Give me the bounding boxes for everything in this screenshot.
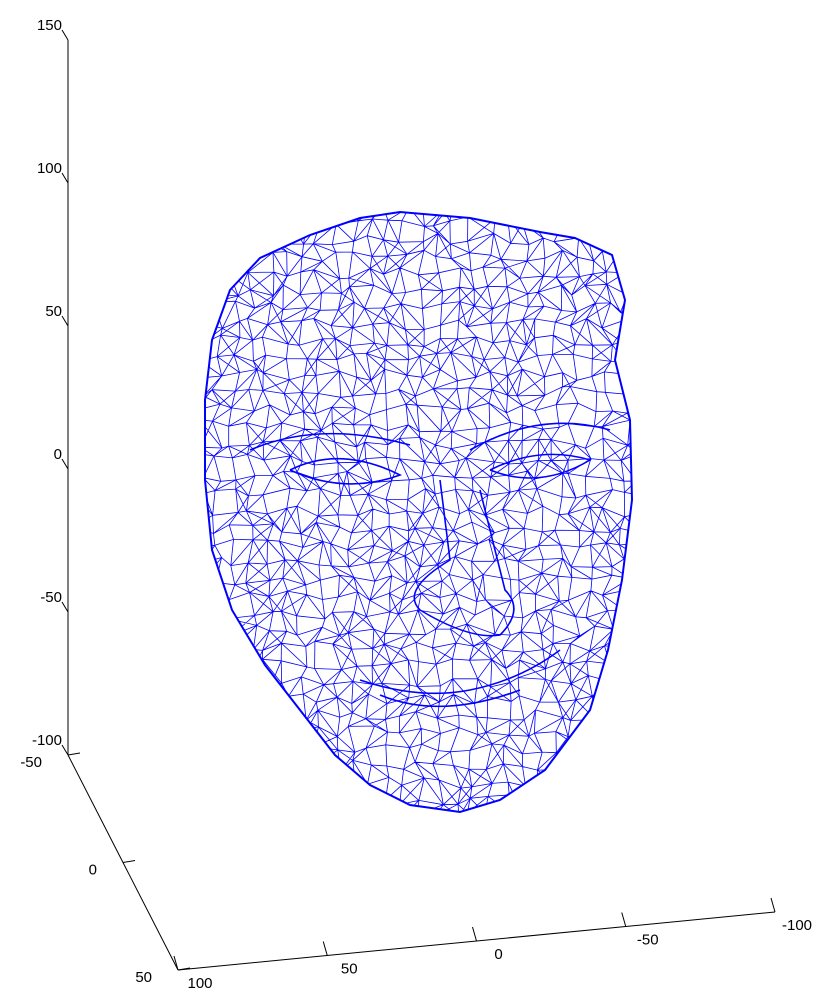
face-mesh <box>194 200 648 840</box>
x-tick <box>473 927 477 941</box>
face-mesh-group <box>194 200 648 840</box>
z-tick-label: 50 <box>45 303 62 320</box>
x-tick-label: -100 <box>782 917 812 934</box>
x-tick-label: 50 <box>341 960 358 977</box>
z-tick-label: -50 <box>40 589 62 606</box>
x-tick <box>323 942 327 956</box>
y-tick-label: -50 <box>20 754 42 771</box>
y-tick-label: 50 <box>135 969 152 986</box>
x-tick-label: 0 <box>494 946 502 963</box>
x-tick <box>622 913 626 927</box>
z-tick <box>62 602 68 612</box>
z-tick <box>62 316 68 326</box>
y-tick <box>123 861 135 863</box>
z-tick <box>62 30 68 40</box>
z-tick <box>62 173 68 183</box>
z-tick-label: -100 <box>32 732 62 749</box>
z-tick <box>62 459 68 469</box>
face-outline <box>205 212 632 812</box>
x-tick-label: 100 <box>187 975 212 992</box>
x-tick <box>771 898 775 912</box>
y-tick-label: 0 <box>89 861 97 878</box>
y-tick <box>68 753 80 755</box>
z-tick-label: 150 <box>37 17 62 34</box>
z-tick-label: 100 <box>37 160 62 177</box>
chart: -100 -50 0 50 100 150 -50 0 50 100 50 0 -50 -100 <box>0 0 829 992</box>
z-tick <box>62 745 68 755</box>
z-tick-label: 0 <box>54 446 62 463</box>
x-tick-label: -50 <box>637 931 659 948</box>
